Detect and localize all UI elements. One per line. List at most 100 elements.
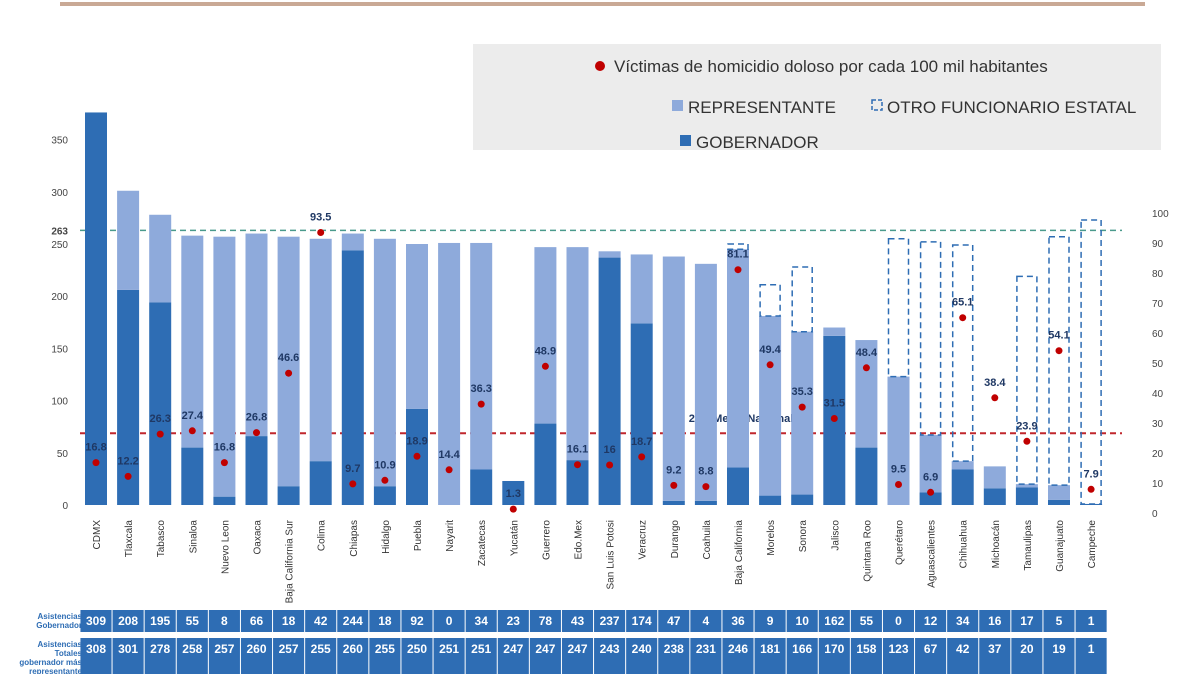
legend-label: REPRESENTANTE: [688, 98, 836, 117]
homicide-marker: [381, 476, 389, 484]
category-label: Sonora: [798, 520, 809, 553]
bar-representante: [1048, 485, 1070, 500]
bars: [85, 112, 1103, 506]
bar-representante: [117, 190, 140, 290]
table-row1-cell: 92: [410, 614, 424, 628]
table-row2-cell-bg: [882, 638, 915, 674]
bar-gobernador: [919, 492, 942, 505]
bar-gobernador: [534, 423, 557, 505]
table-row2-cell-bg: [112, 638, 144, 674]
table-row1-cell-bg: [176, 610, 208, 632]
left-axis-tick: 100: [51, 397, 68, 408]
bar-representante: [1015, 484, 1038, 488]
table-row2-cell: 251: [439, 642, 459, 656]
table-row1-cell: 244: [343, 614, 363, 628]
homicide-marker: [638, 453, 646, 461]
right-axis-tick: 10: [1152, 479, 1164, 490]
table-row2-cell: 258: [182, 642, 202, 656]
homicide-marker: [895, 481, 902, 488]
homicide-marker: [1087, 485, 1095, 493]
bar-representante: [951, 461, 974, 470]
bar-gobernador: [662, 500, 685, 505]
attendance-table: 309 208 195 55 8 66 18 42 244 18 92 0 34 23 78 43 237 174…: [80, 610, 1107, 674]
table-row1-cell-bg: [273, 610, 305, 632]
bar-otro-funcionario: [727, 243, 749, 250]
table-row2-cell: 255: [311, 642, 331, 656]
bar-otro-funcionario: [887, 238, 910, 378]
table-row2-cell-bg: [497, 638, 529, 674]
table-row2-cell-bg: [754, 638, 786, 674]
homicide-data-label: 38.4: [984, 377, 1006, 389]
homicide-data-label: 48.4: [856, 347, 878, 359]
category-label: Zacatecas: [477, 520, 488, 566]
bar-gobernador: [983, 488, 1006, 505]
homicide-marker: [285, 369, 293, 377]
homicide-data-label: 65.1: [952, 297, 973, 309]
homicide-marker: [862, 364, 870, 372]
bar-representante: [406, 244, 428, 409]
bar-representante: [149, 214, 172, 303]
table-row1-cell-bg: [626, 610, 658, 632]
category-label: Querétaro: [895, 520, 906, 565]
right-axis-tick: 80: [1152, 269, 1164, 280]
table-row2-cell-bg: [208, 638, 240, 674]
homicide-marker: [349, 480, 357, 488]
table-row1-cell: 1: [1088, 614, 1095, 628]
homicide-marker: [927, 488, 935, 496]
table-row1-cell-bg: [465, 610, 497, 632]
category-labels: CDMX Tlaxcala Tabasco Sinaloa Nuevo Leon Oaxa…: [92, 519, 1098, 603]
legend-label: Víctimas de homicidio doloso por cada 10…: [614, 57, 1048, 76]
homicide-marker: [1055, 347, 1063, 355]
table-row2-cell-bg: [594, 638, 626, 674]
bar-otro-funcionario: [759, 283, 781, 317]
bar-representante: [887, 376, 910, 505]
right-axis-tick: 60: [1152, 329, 1164, 340]
table-row1-cell-bg: [915, 610, 947, 632]
bar-gobernador: [759, 495, 782, 505]
bar-gobernador: [85, 112, 107, 506]
table-row2-cell: 308: [86, 642, 106, 656]
table-row1-cell-bg: [433, 610, 465, 632]
category-label: Veracruz: [638, 520, 649, 559]
table-row1-cell: 42: [314, 614, 328, 628]
category-label: Puebla: [413, 520, 424, 552]
bar-otro-funcionario: [1048, 235, 1070, 486]
bar-representante: [759, 316, 782, 496]
right-axis-tick: 50: [1152, 359, 1164, 370]
row2-label-line: Totales: [54, 649, 82, 658]
table-row2-cell: 260: [246, 642, 266, 656]
table-row2-cell: 247: [567, 642, 587, 656]
right-axis-tick: 0: [1152, 509, 1158, 520]
table-row2-cell-bg: [80, 638, 112, 674]
homicide-data-label: 7.9: [1083, 468, 1098, 480]
bar-gobernador: [309, 461, 332, 505]
right-axis-tick: 40: [1152, 389, 1164, 400]
row1-label-line: Asistencias: [37, 612, 82, 621]
bar-gobernador: [1048, 499, 1070, 505]
bar-gobernador: [502, 480, 525, 505]
table-row2-cell: 247: [535, 642, 555, 656]
legend-marker-representante: [672, 100, 683, 111]
category-label: Guanajuato: [1055, 520, 1066, 572]
table-row1-cell-bg: [240, 610, 273, 632]
reference-line-label: 263: [51, 226, 68, 237]
table-row1-cell: 0: [895, 614, 902, 628]
table-row2-cell-bg: [529, 638, 561, 674]
bar-representante: [598, 251, 621, 258]
bar-representante: [630, 254, 653, 324]
homicide-data-label: 31.5: [824, 398, 845, 410]
homicide-marker: [766, 361, 774, 369]
table-row1-cell-bg: [722, 610, 754, 632]
left-axis-tick: 250: [51, 240, 68, 251]
homicide-data-label: 9.5: [891, 464, 906, 476]
homicide-marker: [541, 362, 549, 370]
table-row1-label: Asistencias Gobernador: [0, 612, 82, 630]
bar-gobernador: [630, 323, 653, 505]
bar-gobernador: [245, 436, 268, 505]
bar-gobernador: [341, 250, 364, 505]
table-row1-cell: 55: [860, 614, 874, 628]
bar-representante: [213, 236, 236, 497]
legend-box: [473, 44, 1161, 150]
homicide-data-label: 14.4: [438, 449, 460, 461]
